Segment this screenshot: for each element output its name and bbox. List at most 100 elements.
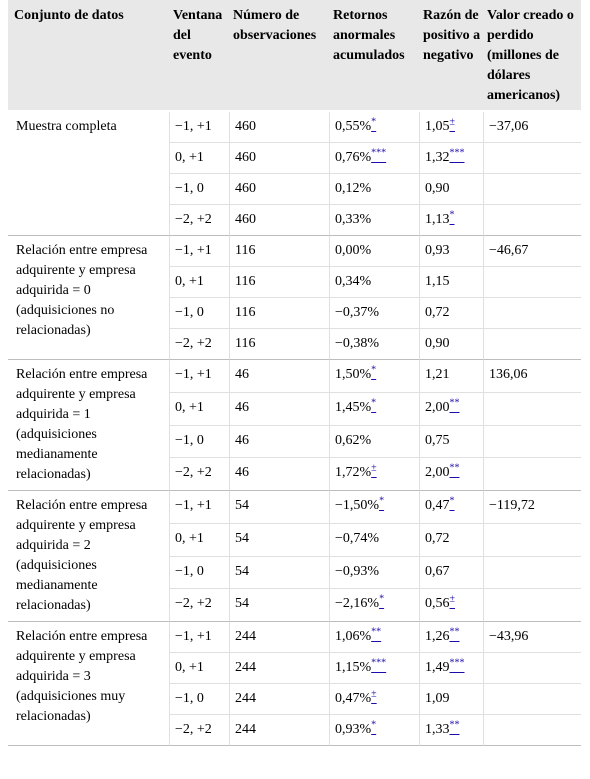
empty-cell: [484, 524, 581, 557]
positive-negative-ratio-text: 1,13: [425, 212, 450, 227]
significance-note-link[interactable]: ***: [449, 657, 465, 669]
observations: 116: [230, 267, 330, 298]
table-row: −1, 0 116 −0,37% 0,72: [8, 298, 581, 329]
table-row: Relación entre empresa adquirente y empr…: [8, 360, 581, 491]
positive-negative-ratio-text: 1,32: [425, 150, 450, 165]
positive-negative-ratio-text: 0,72: [425, 530, 450, 546]
significance-note-link[interactable]: *: [379, 593, 385, 605]
positive-negative-ratio: 1,13*: [420, 205, 484, 236]
cumulative-abnormal-return-text: 0,55%: [335, 119, 372, 134]
event-window-text: −1, 0: [175, 432, 204, 448]
significance-note-link[interactable]: *: [371, 116, 377, 128]
positive-negative-ratio: 0,72: [420, 298, 484, 329]
empty-cell: [484, 589, 581, 622]
positive-negative-ratio: 1,21: [420, 360, 484, 393]
observations-text: 460: [235, 150, 256, 165]
significance-note-link[interactable]: *: [449, 209, 455, 221]
significance-note-link[interactable]: ±: [449, 116, 456, 128]
observations-text: 460: [235, 181, 256, 196]
empty-cell: [484, 458, 581, 491]
header-row: Conjunto de datos Ventana del evento Núm…: [8, 0, 581, 112]
value-created-text: −46,67: [489, 243, 529, 258]
positive-negative-ratio-text: 0,47: [425, 498, 450, 513]
cumulative-abnormal-return: −0,38%: [330, 329, 420, 360]
positive-negative-ratio: 0,93: [420, 236, 484, 267]
table-row: −2, +2 244 0,93%* 1,33**: [8, 715, 581, 746]
significance-note-link[interactable]: **: [449, 719, 460, 731]
significance-note-link[interactable]: ***: [371, 147, 387, 159]
cumulative-abnormal-return: 0,55%*: [330, 112, 420, 143]
positive-negative-ratio: 1,49***: [420, 653, 484, 684]
significance-note-link[interactable]: **: [371, 626, 382, 638]
observations-text: 54: [235, 530, 249, 546]
group-label: Muestra completa: [8, 112, 170, 236]
significance-note-link[interactable]: **: [449, 462, 460, 474]
group-label-text: Relación entre empresa adquirente y empr…: [16, 498, 148, 613]
positive-negative-ratio-text: 1,33: [425, 722, 450, 737]
table-row: Relación entre empresa adquirente y empr…: [8, 236, 581, 360]
value-created: −43,96: [484, 622, 581, 653]
observations-text: 460: [235, 212, 256, 227]
positive-negative-ratio: 0,90: [420, 329, 484, 360]
observations: 244: [230, 715, 330, 746]
significance-note-link[interactable]: *: [371, 397, 377, 409]
cumulative-abnormal-return-text: 0,12%: [335, 181, 372, 196]
significance-note-link[interactable]: *: [449, 495, 455, 507]
observations: 244: [230, 684, 330, 715]
value-created-text: 136,06: [489, 367, 528, 382]
cumulative-abnormal-return-text: 1,45%: [335, 399, 372, 415]
table-row: −1, 0 244 0,47%± 1,09: [8, 684, 581, 715]
significance-note-link[interactable]: ***: [371, 657, 387, 669]
significance-note-link[interactable]: *: [379, 495, 385, 507]
positive-negative-ratio: 2,00**: [420, 458, 484, 491]
value-created-text: −37,06: [489, 119, 529, 134]
positive-negative-ratio-text: 1,49: [425, 660, 450, 675]
cumulative-abnormal-return: 0,93%*: [330, 715, 420, 746]
group-label: Relación entre empresa adquirente y empr…: [8, 236, 170, 360]
cumulative-abnormal-return: −2,16%*: [330, 589, 420, 622]
event-window-text: −1, +1: [175, 119, 212, 134]
significance-note-link[interactable]: **: [449, 397, 460, 409]
event-window-text: 0, +1: [175, 274, 204, 289]
significance-note-link[interactable]: *: [371, 719, 377, 731]
observations-text: 244: [235, 660, 256, 675]
observations-text: 46: [235, 432, 249, 448]
observations: 54: [230, 491, 330, 524]
table-row: 0, +1 116 0,34% 1,15: [8, 267, 581, 298]
event-window-text: −2, +2: [175, 336, 212, 351]
cumulative-abnormal-return: 0,62%: [330, 425, 420, 459]
cumulative-abnormal-return: 1,50%*: [330, 360, 420, 393]
positive-negative-ratio-text: 1,15: [425, 274, 450, 289]
positive-negative-ratio-text: 1,21: [425, 367, 450, 382]
positive-negative-ratio: 0,75: [420, 425, 484, 459]
significance-note-link[interactable]: *: [371, 364, 377, 376]
observations-text: 54: [235, 498, 249, 513]
cumulative-abnormal-return-text: 0,33%: [335, 212, 372, 227]
cumulative-abnormal-return-text: 1,15%: [335, 660, 372, 675]
event-window-text: −1, 0: [175, 305, 204, 320]
significance-note-link[interactable]: ±: [371, 462, 377, 474]
significance-note-link[interactable]: ±: [449, 593, 456, 605]
cumulative-abnormal-return-text: −0,74%: [335, 530, 380, 546]
group-label-text: Relación entre empresa adquirente y empr…: [16, 367, 148, 482]
empty-cell: [484, 298, 581, 329]
event-window-text: −1, +1: [175, 629, 212, 644]
observations: 460: [230, 112, 330, 143]
significance-note-link[interactable]: **: [449, 626, 460, 638]
group-label: Relación entre empresa adquirente y empr…: [8, 360, 170, 491]
observations: 54: [230, 589, 330, 622]
observations-text: 116: [235, 274, 256, 289]
positive-negative-ratio: 1,15: [420, 267, 484, 298]
cumulative-abnormal-return-text: −1,50%: [335, 498, 380, 513]
observations-text: 116: [235, 243, 256, 258]
event-window: −1, +1: [170, 622, 230, 653]
significance-note-link[interactable]: ±: [371, 688, 377, 700]
observations-text: 244: [235, 722, 256, 737]
table-row: −2, +2 460 0,33% 1,13*: [8, 205, 581, 236]
empty-cell: [484, 174, 581, 205]
empty-cell: [484, 557, 581, 590]
positive-negative-ratio-text: 0,75: [425, 432, 450, 448]
cumulative-abnormal-return-text: 0,93%: [335, 722, 372, 737]
empty-cell: [484, 393, 581, 426]
significance-note-link[interactable]: ***: [449, 147, 465, 159]
